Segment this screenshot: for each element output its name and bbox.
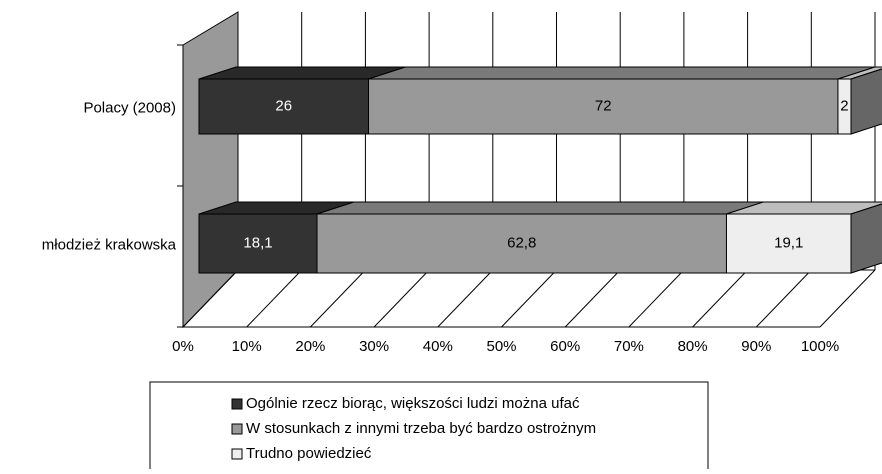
data-label: 19,1 bbox=[774, 234, 803, 251]
y-tick-label: Polacy (2008) bbox=[83, 99, 176, 116]
bar bbox=[198, 78, 370, 135]
bar bbox=[316, 213, 727, 274]
bar bbox=[725, 213, 852, 274]
legend bbox=[149, 381, 709, 474]
bar-side bbox=[850, 68, 882, 135]
grid-line bbox=[373, 269, 430, 328]
grid-line bbox=[628, 269, 685, 328]
grid-line bbox=[564, 269, 621, 328]
data-label: 62,8 bbox=[507, 234, 536, 251]
bar-top bbox=[368, 66, 876, 80]
legend-label: Trudno powiedzieć bbox=[246, 445, 372, 462]
grid-line bbox=[755, 269, 812, 328]
data-label: 26 bbox=[275, 97, 292, 114]
grid-line bbox=[501, 269, 557, 328]
bar-top bbox=[316, 201, 764, 215]
x-tick-label: 40% bbox=[423, 338, 453, 355]
x-tick-label: 0% bbox=[172, 338, 194, 355]
legend-label: W stosunkach z innymi trzeba być bardzo … bbox=[246, 420, 596, 437]
x-tick-label: 70% bbox=[614, 338, 644, 355]
grid-line bbox=[437, 269, 494, 328]
x-tick-label: 90% bbox=[741, 338, 771, 355]
grid-line bbox=[692, 269, 748, 328]
x-tick-label: 20% bbox=[295, 338, 325, 355]
x-tick-label: 100% bbox=[801, 338, 839, 355]
x-tick-label: 60% bbox=[550, 338, 580, 355]
legend-swatch bbox=[231, 423, 243, 435]
legend-label: Ogólnie rzecz biorąc, większości ludzi m… bbox=[246, 395, 580, 412]
legend-swatch bbox=[231, 448, 243, 460]
bar bbox=[368, 78, 839, 135]
x-tick-label: 80% bbox=[678, 338, 708, 355]
bar-side bbox=[850, 203, 882, 274]
y-tick-label: młodzież krakowska bbox=[42, 236, 177, 253]
grid-line bbox=[246, 269, 303, 328]
grid-line bbox=[182, 269, 239, 328]
bar bbox=[198, 213, 318, 274]
legend-swatch bbox=[231, 398, 243, 410]
x-tick-label: 10% bbox=[232, 338, 262, 355]
x-tick-label: 50% bbox=[486, 338, 516, 355]
x-tick-label: 30% bbox=[359, 338, 389, 355]
grid-line bbox=[310, 269, 366, 328]
data-label: 2 bbox=[840, 97, 848, 114]
grid-line bbox=[819, 269, 876, 328]
data-label: 18,1 bbox=[243, 234, 272, 251]
side-wall bbox=[182, 11, 239, 329]
data-label: 72 bbox=[595, 97, 612, 114]
